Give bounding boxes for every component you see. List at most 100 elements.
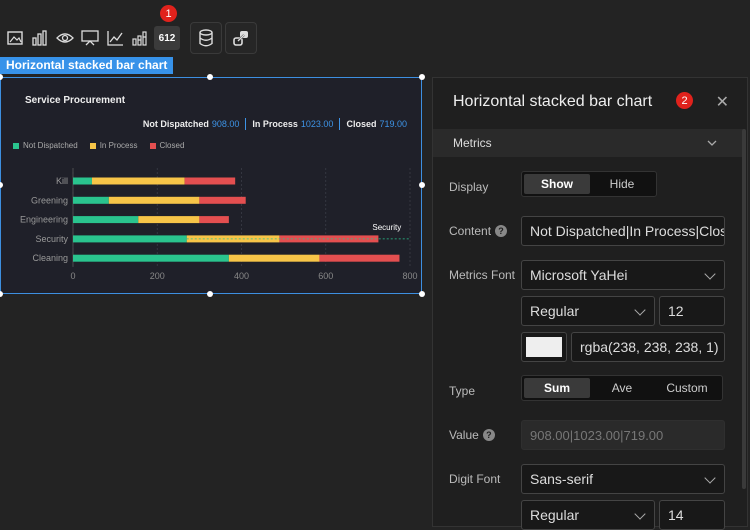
display-label: Display	[449, 180, 489, 194]
digit-font-family-select[interactable]: Sans-serif	[521, 464, 725, 494]
x-tick-label: 600	[318, 271, 333, 281]
monitor-icon[interactable]	[78, 26, 102, 50]
type-ave-option[interactable]: Ave	[611, 381, 633, 395]
bar-segment	[228, 254, 320, 262]
stacked-bar-icon[interactable]	[128, 26, 152, 50]
type-sum-option[interactable]: Sum	[524, 378, 590, 398]
database-button[interactable]	[190, 22, 222, 54]
x-tick-label: 200	[150, 271, 165, 281]
bar-chart-icon[interactable]	[28, 26, 52, 50]
chart-component[interactable]: Service Procurement Not Dispatched 908.0…	[0, 77, 422, 294]
bar-segment	[108, 196, 200, 204]
metric-label: Not Dispatched	[142, 119, 209, 129]
legend-item[interactable]: Not Dispatched	[13, 141, 78, 150]
resize-handle[interactable]	[207, 291, 213, 297]
legend-label: Closed	[159, 141, 185, 150]
bar-segment	[73, 177, 92, 185]
y-tick-label: Kill	[56, 176, 68, 186]
metric-value: 908.00	[211, 119, 240, 129]
legend-swatch	[89, 142, 96, 149]
legend-item[interactable]: In Process	[89, 141, 138, 150]
metric-label: Closed	[346, 119, 377, 129]
legend-item[interactable]: Closed	[149, 141, 185, 150]
type-custom-option[interactable]: Custom	[666, 381, 708, 395]
type-label: Type	[449, 384, 476, 398]
bar-segment	[319, 254, 400, 262]
metrics-font-family-select[interactable]: Microsoft YaHei	[521, 260, 725, 290]
help-icon[interactable]: ?	[495, 225, 508, 237]
resize-handle[interactable]	[419, 182, 425, 188]
tooltip-label: Security	[372, 223, 401, 232]
value-label: Value ?	[449, 428, 495, 442]
x-tick-label: 800	[402, 271, 417, 281]
chevron-down-icon	[707, 140, 717, 146]
metrics-bar: Not Dispatched 908.00 In Process 1023.00…	[143, 118, 407, 130]
resize-handle[interactable]	[0, 291, 3, 297]
metrics-font-weight-value: Regular	[530, 303, 580, 319]
bar-segment	[184, 177, 236, 185]
type-toggle[interactable]: Sum Ave Custom	[521, 375, 723, 401]
chevron-down-icon	[704, 472, 716, 484]
resize-handle[interactable]	[0, 74, 3, 80]
chart-legend: Not Dispatched In Process Closed	[13, 141, 196, 150]
metric-label: In Process	[252, 119, 298, 129]
link-icon	[233, 31, 248, 46]
bar-segment	[73, 254, 229, 262]
chart-title: Service Procurement	[25, 95, 126, 106]
metrics-font-label: Metrics Font	[449, 268, 516, 282]
legend-swatch	[149, 142, 156, 149]
digit-font-label: Digit Font	[449, 472, 501, 486]
bar-segment	[199, 216, 229, 224]
line-chart-icon[interactable]	[103, 26, 127, 50]
metrics-font-weight-select[interactable]: Regular	[521, 296, 655, 326]
content-input[interactable]: Not Dispatched|In Process|Closed	[521, 216, 725, 246]
close-icon[interactable]: ✕	[715, 94, 729, 111]
bar-segment	[199, 196, 246, 204]
number-widget-icon[interactable]: 612	[154, 26, 180, 50]
metric-value: 719.00	[379, 119, 407, 129]
metric-value: 1023.00	[300, 119, 334, 129]
resize-handle[interactable]	[419, 74, 425, 80]
bar-segment	[91, 177, 185, 185]
digit-font-weight-value: Regular	[530, 507, 580, 523]
legend-label: Not Dispatched	[23, 141, 78, 150]
image-icon[interactable]	[3, 26, 27, 50]
digit-font-weight-select[interactable]: Regular	[521, 500, 655, 530]
metrics-font-size-input[interactable]: 12	[659, 296, 725, 326]
resize-handle[interactable]	[419, 291, 425, 297]
step-marker-1: 1	[160, 5, 177, 22]
value-input: 908.00|1023.00|719.00	[521, 420, 725, 450]
metrics-color-input[interactable]: rgba(238, 238, 238, 1)	[571, 332, 725, 362]
toolbar: 612	[0, 22, 180, 54]
legend-label: In Process	[99, 141, 138, 150]
metrics-color-swatch[interactable]	[521, 332, 567, 362]
link-button[interactable]	[225, 22, 257, 54]
content-label-text: Content	[449, 224, 492, 238]
metric-divider	[339, 118, 341, 130]
metrics-section-header[interactable]: Metrics	[433, 129, 743, 157]
bar-segment	[279, 235, 379, 243]
section-title: Metrics	[453, 136, 492, 150]
resize-handle[interactable]	[207, 74, 213, 80]
digit-font-size-input[interactable]: 14	[659, 500, 725, 530]
y-tick-label: Engineering	[20, 215, 68, 225]
chevron-down-icon	[704, 268, 716, 280]
help-icon[interactable]: ?	[482, 429, 495, 441]
display-toggle[interactable]: Show Hide	[521, 171, 657, 197]
scrollbar[interactable]	[742, 129, 746, 489]
x-tick-label: 400	[234, 271, 249, 281]
color-preview	[526, 337, 562, 357]
eye-icon[interactable]	[53, 26, 77, 50]
digit-font-family-value: Sans-serif	[530, 471, 594, 487]
metric-divider	[245, 118, 247, 130]
metrics-font-family-value: Microsoft YaHei	[530, 267, 628, 283]
x-tick-label: 0	[70, 271, 75, 281]
database-icon	[199, 29, 213, 47]
bar-segment	[186, 235, 280, 243]
chevron-down-icon	[634, 304, 646, 316]
resize-handle[interactable]	[0, 182, 3, 188]
panel-title: Horizontal stacked bar chart	[453, 93, 653, 110]
display-show-option[interactable]: Show	[524, 174, 590, 194]
display-hide-option[interactable]: Hide	[609, 177, 635, 191]
bar-segment	[73, 196, 109, 204]
